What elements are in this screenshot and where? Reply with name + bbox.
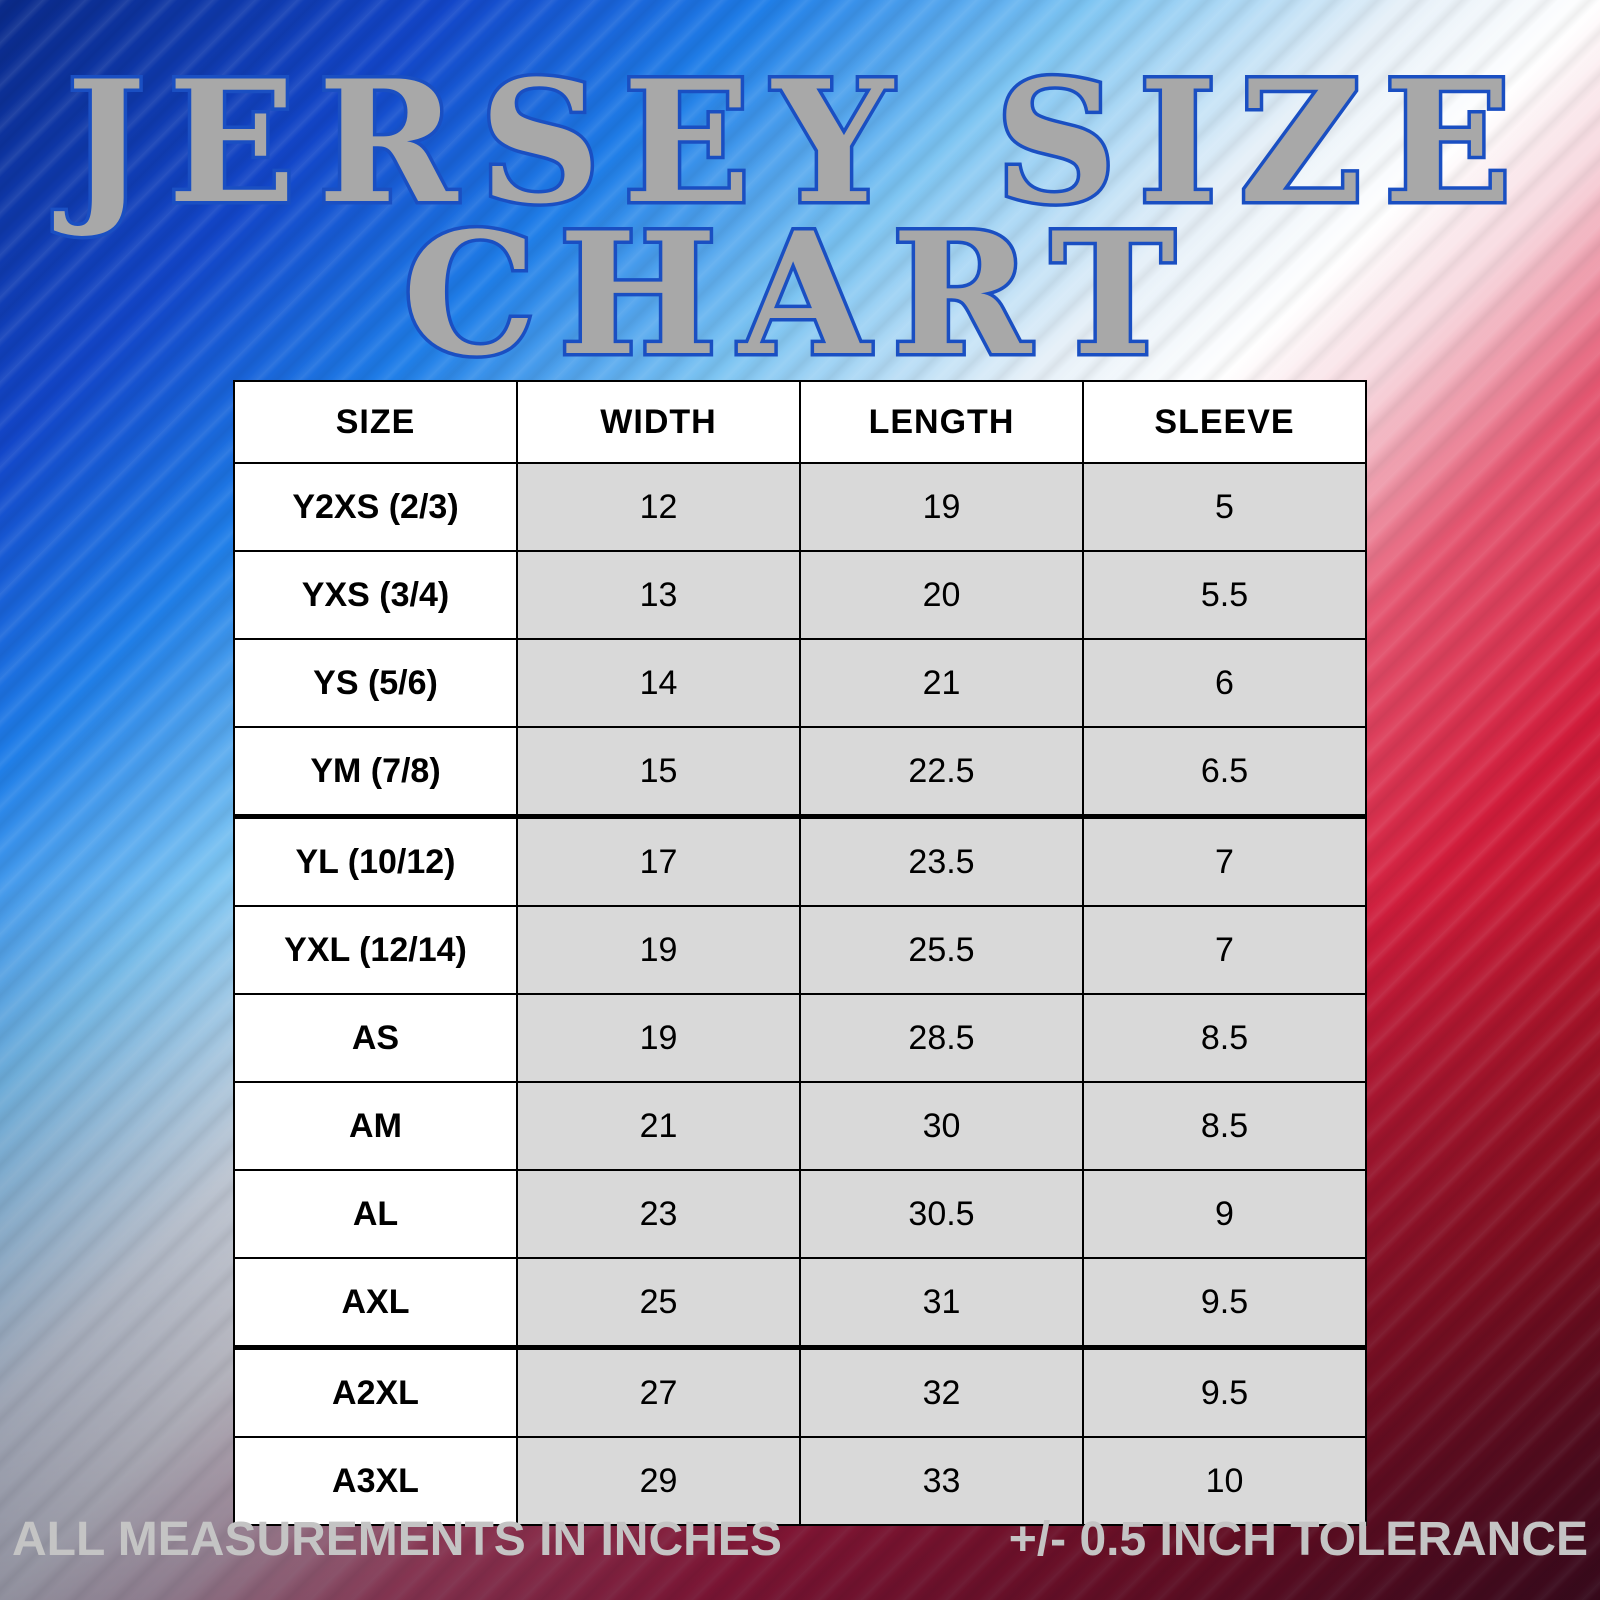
sleeve-cell: 5 — [1082, 462, 1367, 552]
sleeve-cell: 9 — [1082, 1169, 1367, 1259]
table-row: YXS (3/4) 13 20 5.5 — [233, 550, 1367, 640]
width-cell: 17 — [516, 814, 801, 907]
footer-measurement-note: ALL MEASUREMENTS IN INCHES — [12, 1513, 782, 1566]
length-cell: 21 — [799, 638, 1084, 728]
size-cell: AXL — [233, 1257, 518, 1349]
width-cell: 19 — [516, 993, 801, 1083]
length-cell: 20 — [799, 550, 1084, 640]
table-row: YL (10/12) 17 23.5 7 — [233, 814, 1367, 907]
size-cell: YXS (3/4) — [233, 550, 518, 640]
table-row: YS (5/6) 14 21 6 — [233, 638, 1367, 728]
width-cell: 13 — [516, 550, 801, 640]
sleeve-cell: 6 — [1082, 638, 1367, 728]
size-cell: Y2XS (2/3) — [233, 462, 518, 552]
sleeve-cell: 10 — [1082, 1436, 1367, 1526]
size-cell: AL — [233, 1169, 518, 1259]
table-row: A3XL 29 33 10 — [233, 1436, 1367, 1526]
header-length: LENGTH — [799, 380, 1084, 464]
table-row: AXL 25 31 9.5 — [233, 1257, 1367, 1349]
table-row: A2XL 27 32 9.5 — [233, 1345, 1367, 1438]
length-cell: 25.5 — [799, 905, 1084, 995]
sleeve-cell: 7 — [1082, 814, 1367, 907]
sleeve-cell: 8.5 — [1082, 993, 1367, 1083]
header-width: WIDTH — [516, 380, 801, 464]
size-cell: YS (5/6) — [233, 638, 518, 728]
table-row: YM (7/8) 15 22.5 6.5 — [233, 726, 1367, 818]
header-size: SIZE — [233, 380, 518, 464]
size-cell: YL (10/12) — [233, 814, 518, 907]
width-cell: 19 — [516, 905, 801, 995]
size-cell: AS — [233, 993, 518, 1083]
width-cell: 27 — [516, 1345, 801, 1438]
length-cell: 22.5 — [799, 726, 1084, 818]
size-cell: AM — [233, 1081, 518, 1171]
sleeve-cell: 5.5 — [1082, 550, 1367, 640]
width-cell: 12 — [516, 462, 801, 552]
table-row: AL 23 30.5 9 — [233, 1169, 1367, 1259]
page-title-line-2: CHART — [399, 195, 1198, 393]
width-cell: 15 — [516, 726, 801, 818]
length-cell: 23.5 — [799, 814, 1084, 907]
length-cell: 31 — [799, 1257, 1084, 1349]
width-cell: 21 — [516, 1081, 801, 1171]
table-row: AS 19 28.5 8.5 — [233, 993, 1367, 1083]
header-sleeve: SLEEVE — [1082, 380, 1367, 464]
size-cell: YXL (12/14) — [233, 905, 518, 995]
width-cell: 29 — [516, 1436, 801, 1526]
table-row: AM 21 30 8.5 — [233, 1081, 1367, 1171]
size-cell: A2XL — [233, 1345, 518, 1438]
page-title-line-1: JERSEY SIZE — [63, 43, 1534, 241]
width-cell: 23 — [516, 1169, 801, 1259]
sleeve-cell: 9.5 — [1082, 1257, 1367, 1349]
length-cell: 30 — [799, 1081, 1084, 1171]
table-header-row: SIZE WIDTH LENGTH SLEEVE — [233, 380, 1367, 464]
table-row: Y2XS (2/3) 12 19 5 — [233, 462, 1367, 552]
length-cell: 32 — [799, 1345, 1084, 1438]
length-cell: 30.5 — [799, 1169, 1084, 1259]
length-cell: 28.5 — [799, 993, 1084, 1083]
width-cell: 14 — [516, 638, 801, 728]
size-cell: YM (7/8) — [233, 726, 518, 818]
size-cell: A3XL — [233, 1436, 518, 1526]
sleeve-cell: 8.5 — [1082, 1081, 1367, 1171]
width-cell: 25 — [516, 1257, 801, 1349]
table-row: YXL (12/14) 19 25.5 7 — [233, 905, 1367, 995]
sleeve-cell: 9.5 — [1082, 1345, 1367, 1438]
length-cell: 19 — [799, 462, 1084, 552]
sleeve-cell: 6.5 — [1082, 726, 1367, 818]
size-chart-table: SIZE WIDTH LENGTH SLEEVE Y2XS (2/3) 12 1… — [233, 380, 1367, 1526]
length-cell: 33 — [799, 1436, 1084, 1526]
sleeve-cell: 7 — [1082, 905, 1367, 995]
footer-tolerance-note: +/- 0.5 INCH TOLERANCE — [1008, 1513, 1588, 1566]
